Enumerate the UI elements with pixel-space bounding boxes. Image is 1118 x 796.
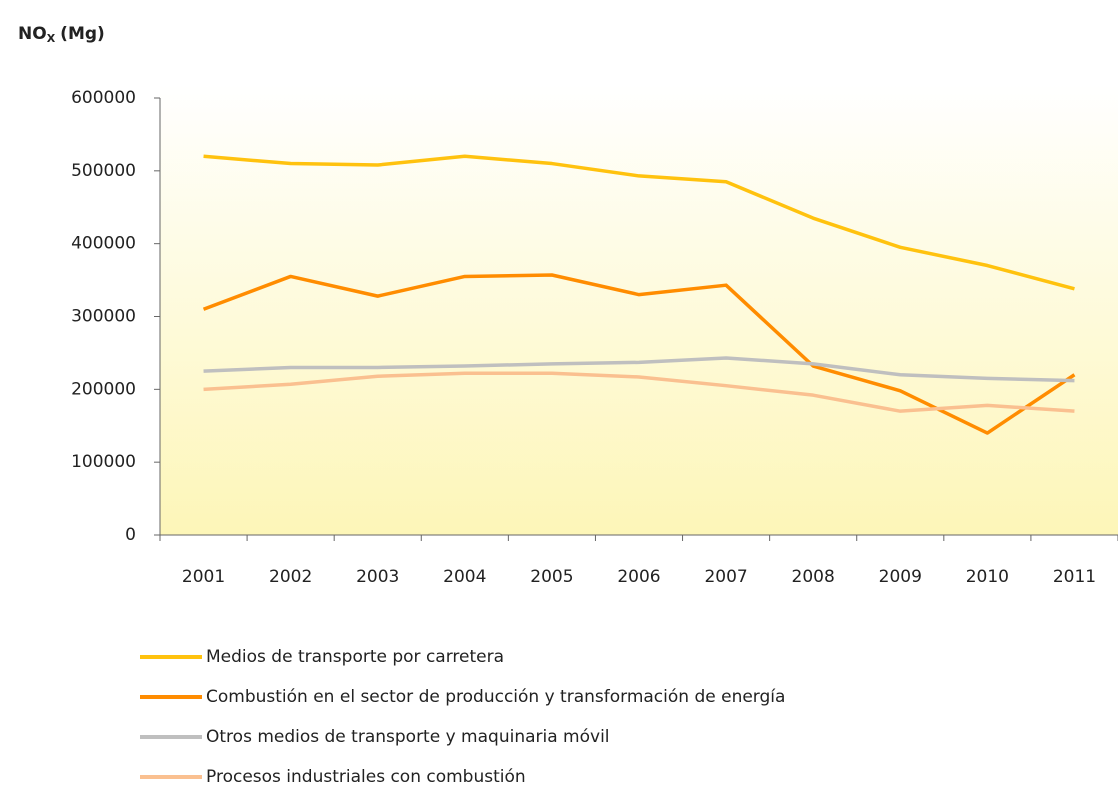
x-tick-label: 2007 [704,567,747,587]
chart-title: NOX (Mg) [18,24,105,45]
series-line [202,273,1076,435]
x-tick-label: 2001 [182,567,225,587]
y-tick-label: 400000 [71,234,136,254]
legend-label: Medios de transporte por carretera [206,647,504,667]
x-tick-label: 2011 [1053,567,1096,587]
x-tick-label: 2005 [530,567,573,587]
y-tick-label: 500000 [71,161,136,181]
legend-label: Otros medios de transporte y maquinaria … [206,727,610,747]
x-tick-label: 2008 [792,567,835,587]
x-tick-label: 2010 [966,567,1009,587]
x-tick-label: 2004 [443,567,486,587]
series-line [203,371,1075,413]
y-tick-label: 0 [125,525,136,545]
y-tick-label: 200000 [71,379,136,399]
y-tick-label: 300000 [71,307,136,327]
plot-area [160,85,1118,535]
x-tick-label: 2003 [356,567,399,587]
y-tick-label: 100000 [71,452,136,472]
y-tick-label: 600000 [71,88,136,108]
x-tick-label: 2002 [269,567,312,587]
series-line [203,154,1075,291]
series-line [203,356,1075,383]
x-tick-label: 2006 [617,567,660,587]
legend-label: Procesos industriales con combustión [206,767,526,787]
x-tick-label: 2009 [879,567,922,587]
legend-label: Combustión en el sector de producción y … [206,687,785,707]
